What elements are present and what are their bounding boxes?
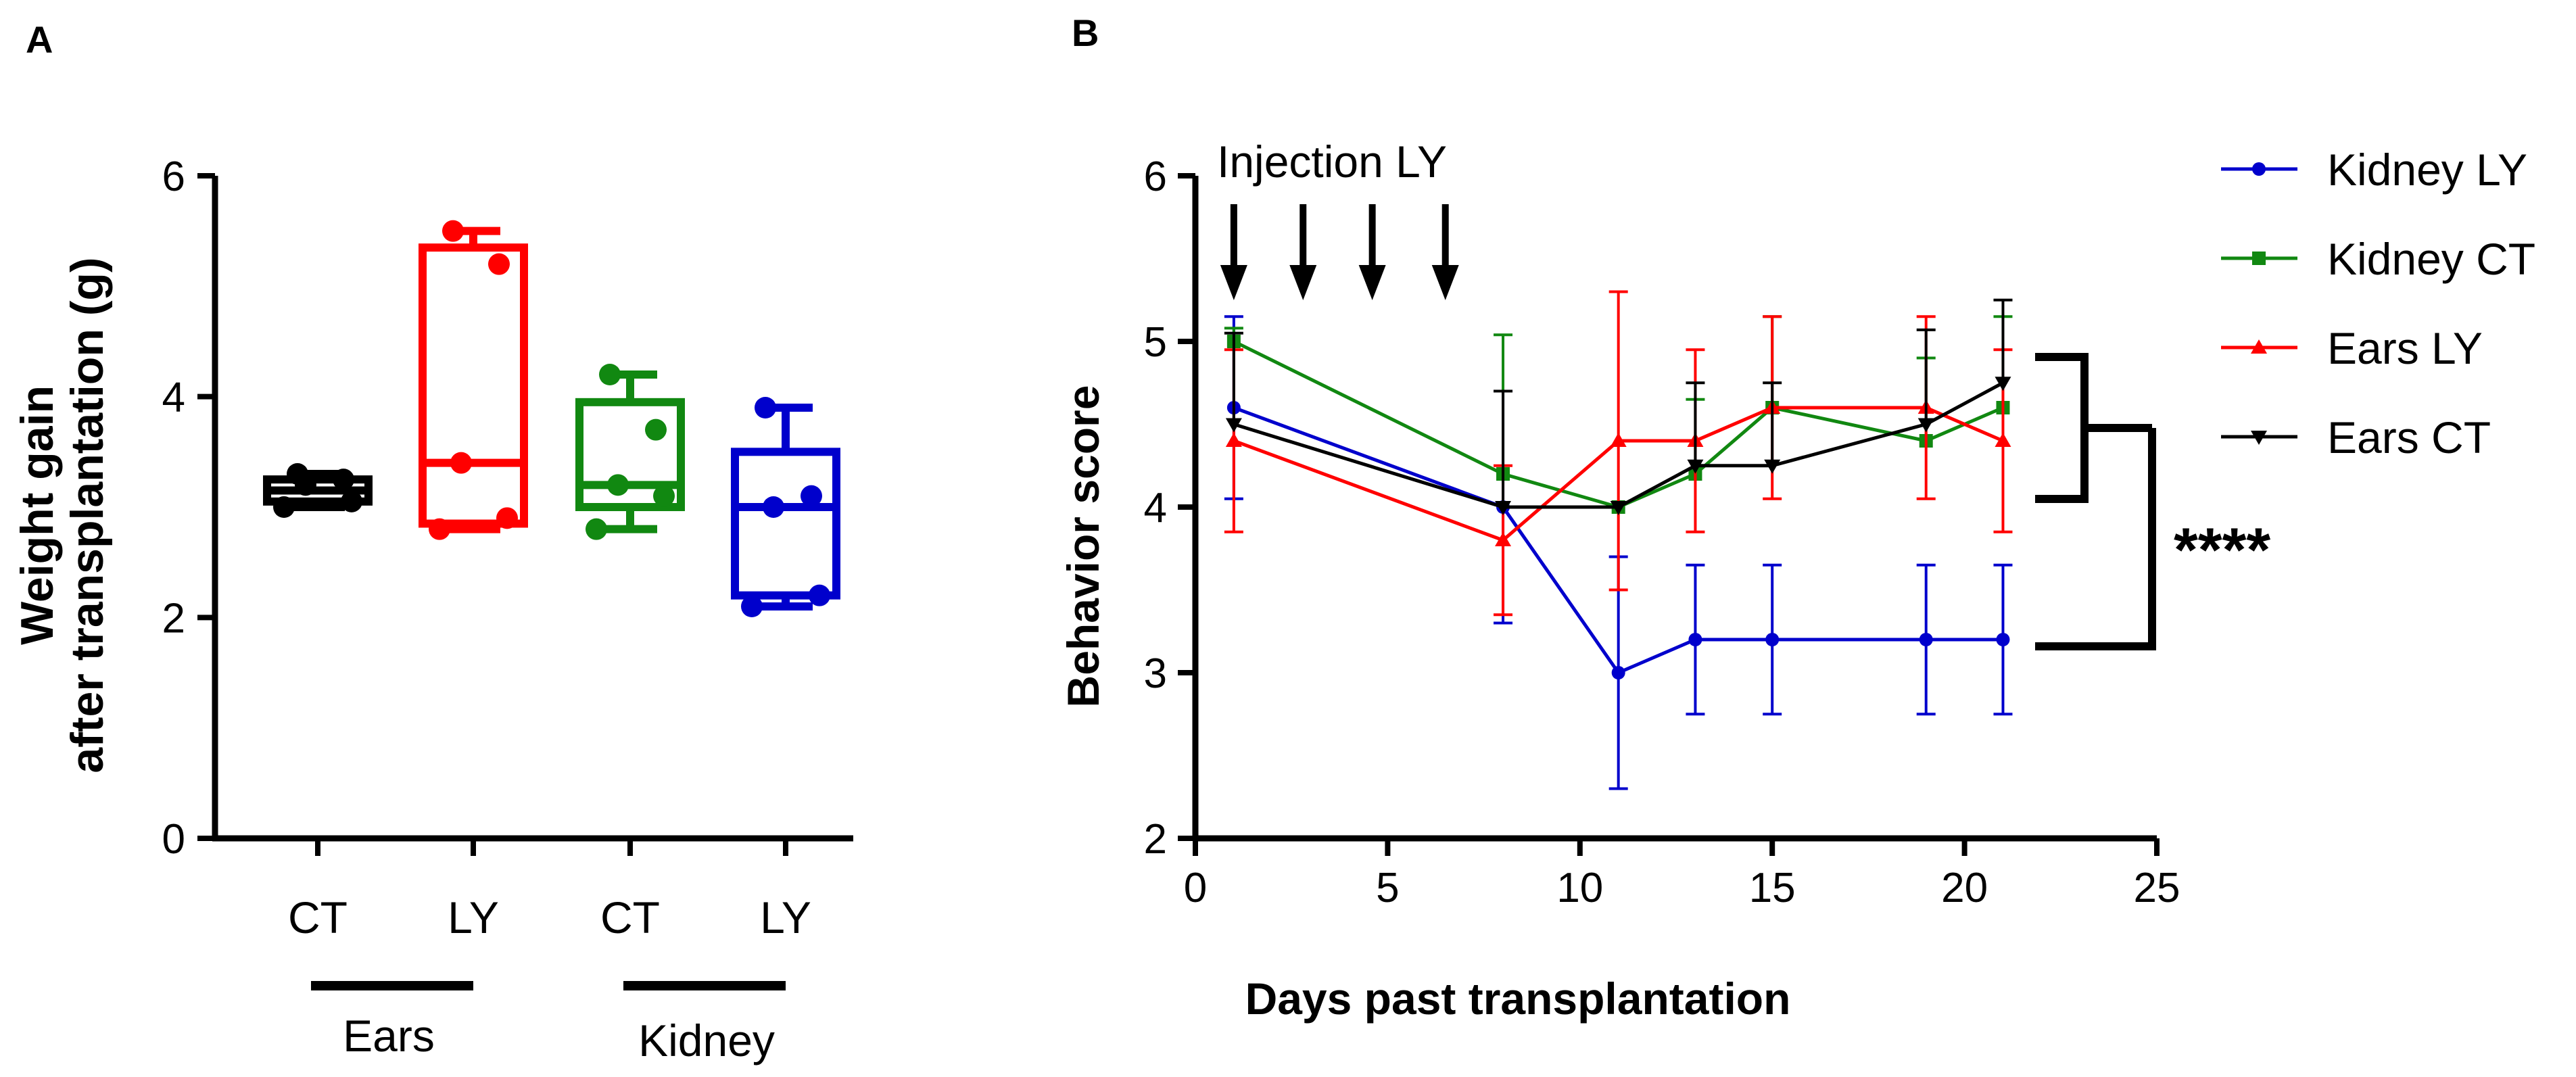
inner-bracket (2035, 353, 2089, 503)
injection-arrowhead (1431, 265, 1459, 300)
data-point (1610, 433, 1627, 447)
y-tick-label: 4 (162, 375, 185, 421)
data-point (496, 507, 518, 529)
legend-label: Ears CT (2327, 412, 2491, 462)
outer-bracket (2035, 428, 2156, 650)
legend-label: Kidney CT (2327, 234, 2535, 284)
line-chart-panel: Days past transplantation Behavior score… (1058, 137, 2535, 1024)
x-tick-label: LY (760, 892, 811, 942)
data-point (1765, 633, 1780, 646)
data-point (1610, 501, 1627, 515)
y-tick-label: 2 (162, 595, 185, 642)
bracket-label-kidney: Kidney (638, 1015, 775, 1066)
data-point (741, 596, 763, 617)
panel-a-label: A (26, 18, 53, 61)
data-point (429, 518, 450, 540)
data-point (1687, 459, 1704, 474)
data-point (1225, 433, 1242, 447)
y-tick-label: 6 (162, 153, 185, 200)
x-tick-label: LY (448, 892, 499, 942)
data-point (450, 452, 472, 474)
data-point (442, 220, 464, 242)
x-tick-label: 0 (1184, 865, 1207, 911)
bracket-label-ears: Ears (343, 1011, 435, 1061)
data-point (1495, 501, 1512, 515)
data-point (809, 584, 830, 606)
box (419, 243, 528, 528)
data-point (1764, 459, 1781, 474)
significance-label: **** (2174, 516, 2270, 585)
data-point (1919, 633, 1933, 646)
legend-label: Kidney LY (2327, 145, 2527, 195)
y-tick-label: 4 (1144, 485, 1167, 531)
y-tick-label: 5 (1144, 319, 1167, 366)
injection-arrowhead (1358, 265, 1386, 300)
data-point (1917, 418, 1934, 433)
data-point (586, 518, 607, 540)
data-point (1225, 418, 1242, 433)
data-point (273, 496, 295, 518)
data-point (2252, 162, 2266, 176)
box (731, 448, 840, 600)
data-point (1995, 377, 2011, 391)
x-tick-label: 20 (1941, 865, 1988, 911)
data-point (488, 253, 510, 275)
data-point (333, 469, 354, 491)
injection-arrowhead (1289, 265, 1317, 300)
x-tick-label: 15 (1749, 865, 1796, 911)
data-point (645, 418, 667, 441)
y-axis-label-line1: Weight gain (11, 385, 63, 645)
data-point (1611, 666, 1625, 679)
data-point (653, 485, 675, 507)
x-tick-label: 25 (2134, 865, 2180, 911)
y-axis-label: Behavior score (1058, 385, 1108, 708)
legend-label: Ears LY (2327, 323, 2483, 373)
data-point (2251, 431, 2267, 445)
y-tick-label: 6 (1144, 153, 1167, 200)
data-point (1688, 633, 1702, 646)
data-point (341, 490, 362, 512)
y-tick-label: 0 (162, 816, 185, 863)
data-point (287, 463, 308, 485)
y-tick-label: 3 (1144, 650, 1167, 697)
y-tick-label: 2 (1144, 816, 1167, 863)
data-point (2252, 252, 2266, 265)
x-tick-label: 10 (1556, 865, 1603, 911)
data-point (599, 364, 621, 385)
x-tick-label: 5 (1376, 865, 1399, 911)
x-tick-label: CT (288, 892, 348, 942)
data-point (1995, 433, 2011, 447)
data-point (1495, 532, 1512, 546)
data-point (801, 485, 822, 507)
injection-annotation: Injection LY (1217, 137, 1447, 187)
data-point (1996, 633, 2010, 646)
y-axis-label-line2: after transplantation (g) (62, 257, 113, 773)
data-point (607, 474, 629, 496)
injection-arrowhead (1220, 265, 1247, 300)
x-tick-label: CT (600, 892, 660, 942)
data-point (2251, 339, 2267, 354)
data-point (755, 397, 776, 418)
box-plot-panel: Weight gain after transplantation (g) 0 2… (11, 153, 853, 1066)
panel-b-label: B (1072, 11, 1099, 54)
data-point (763, 496, 784, 518)
x-axis-label: Days past transplantation (1245, 974, 1791, 1024)
box (575, 398, 685, 511)
